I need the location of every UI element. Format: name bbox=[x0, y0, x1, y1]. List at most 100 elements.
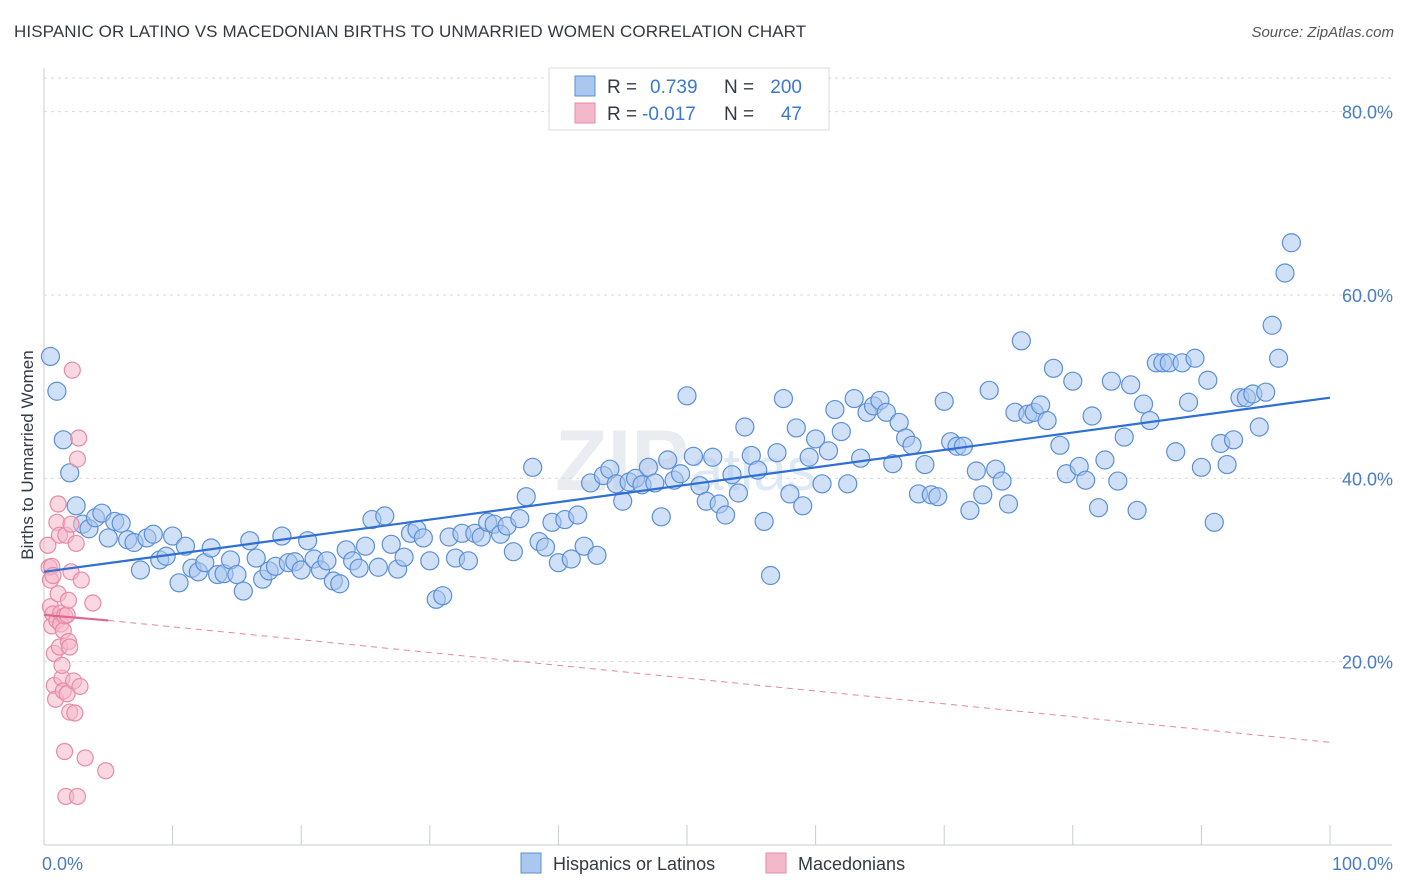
hispanics-point-121 bbox=[818, 441, 839, 461]
hispanics-point-178 bbox=[1185, 348, 1205, 368]
trend-line-hispanics bbox=[43, 396, 1331, 573]
hispanics-point-148 bbox=[992, 471, 1012, 491]
hispanics-point-177 bbox=[1178, 392, 1199, 412]
macedonians-point-33 bbox=[62, 515, 80, 533]
hispanics-point-82 bbox=[568, 505, 588, 525]
hispanics-point-165 bbox=[1101, 371, 1121, 391]
hispanics-point-74 bbox=[516, 487, 536, 507]
bottom-legend-label-pink: Macedonians bbox=[798, 854, 905, 874]
hispanics-point-139 bbox=[934, 391, 954, 411]
hispanics-point-155 bbox=[1037, 410, 1057, 431]
hispanics-point-161 bbox=[1076, 470, 1096, 490]
hispanics-point-112 bbox=[760, 565, 781, 586]
hispanics-point-85 bbox=[587, 545, 607, 565]
y-tick-label-60: 60.0% bbox=[1342, 286, 1393, 306]
hispanics-point-30 bbox=[233, 581, 253, 601]
hispanics-point-0 bbox=[40, 346, 61, 367]
trend-line-macedonians-extended bbox=[108, 619, 1331, 743]
hispanics-point-115 bbox=[780, 484, 800, 504]
hispanics-point-120 bbox=[812, 474, 832, 494]
macedonians-point-45 bbox=[84, 594, 102, 612]
hispanics-point-188 bbox=[1249, 417, 1269, 437]
hispanics-point-105 bbox=[715, 505, 736, 525]
axes bbox=[43, 68, 1392, 846]
y-ticks: 20.0% 40.0% 60.0% 80.0% bbox=[1342, 103, 1393, 673]
series-hispanics-points bbox=[40, 233, 1302, 609]
hispanics-point-99 bbox=[677, 386, 697, 406]
hispanics-point-123 bbox=[831, 421, 851, 442]
hispanics-point-180 bbox=[1198, 370, 1218, 390]
series-macedonians-points bbox=[39, 361, 115, 806]
hispanics-point-136 bbox=[915, 454, 935, 475]
hispanics-point-193 bbox=[1281, 233, 1302, 253]
legend-n-label-blue: N = bbox=[724, 77, 754, 98]
macedonians-point-37 bbox=[66, 704, 84, 722]
hispanics-point-4 bbox=[66, 496, 86, 516]
bottom-legend-label-blue: Hispanics or Latinos bbox=[553, 854, 715, 874]
hispanics-point-183 bbox=[1217, 454, 1237, 475]
hispanics-point-32 bbox=[246, 548, 266, 568]
hispanics-point-108 bbox=[735, 417, 755, 437]
hispanics-point-48 bbox=[349, 558, 369, 578]
hispanics-point-114 bbox=[773, 388, 794, 409]
hispanics-point-159 bbox=[1063, 371, 1083, 391]
hispanics-point-134 bbox=[902, 435, 922, 455]
hispanics-point-39 bbox=[291, 560, 311, 580]
macedonians-point-42 bbox=[71, 677, 89, 696]
hispanics-point-61 bbox=[433, 586, 453, 606]
x-tick-label-0: 0.0% bbox=[42, 854, 83, 874]
hispanics-point-130 bbox=[876, 402, 896, 422]
hispanics-point-43 bbox=[317, 551, 337, 571]
macedonians-point-0 bbox=[39, 536, 57, 554]
hispanics-point-170 bbox=[1133, 394, 1154, 414]
hispanics-point-21 bbox=[175, 536, 196, 556]
hispanics-point-14 bbox=[130, 560, 151, 580]
hispanics-point-146 bbox=[979, 380, 999, 400]
hispanics-point-175 bbox=[1166, 442, 1186, 462]
hispanics-point-167 bbox=[1114, 427, 1134, 447]
macedonians-point-46 bbox=[97, 762, 115, 780]
hispanics-point-156 bbox=[1043, 358, 1064, 378]
legend-box bbox=[548, 67, 830, 131]
hispanics-point-11 bbox=[111, 513, 131, 533]
legend-r-label-blue: R = bbox=[607, 77, 637, 98]
hispanics-point-51 bbox=[368, 557, 388, 577]
hispanics-point-126 bbox=[851, 448, 871, 468]
hispanics-point-179 bbox=[1191, 457, 1212, 477]
legend-n-value-blue: 200 bbox=[770, 77, 802, 98]
macedonians-point-41 bbox=[70, 429, 88, 447]
macedonians-point-43 bbox=[72, 571, 90, 589]
hispanics-point-49 bbox=[355, 536, 376, 556]
hispanics-point-162 bbox=[1082, 406, 1102, 426]
y-tick-label-20: 20.0% bbox=[1342, 653, 1393, 673]
hispanics-point-19 bbox=[163, 526, 183, 546]
hispanics-point-52 bbox=[375, 506, 395, 526]
hispanics-point-58 bbox=[413, 528, 433, 548]
hispanics-point-119 bbox=[805, 429, 826, 449]
hispanics-point-166 bbox=[1108, 471, 1128, 491]
macedonians-point-38 bbox=[67, 534, 85, 553]
hispanics-point-106 bbox=[722, 465, 742, 485]
bottom-legend-swatch-pink bbox=[765, 852, 787, 874]
legend-r-value-pink: -0.017 bbox=[642, 104, 696, 125]
hispanics-point-116 bbox=[786, 418, 806, 438]
hispanics-point-184 bbox=[1223, 430, 1244, 450]
hispanics-point-113 bbox=[767, 443, 787, 463]
hispanics-point-138 bbox=[928, 487, 948, 507]
hispanics-point-2 bbox=[53, 430, 73, 450]
hispanics-point-124 bbox=[838, 474, 858, 494]
hispanics-point-89 bbox=[613, 491, 633, 511]
trend-lines bbox=[43, 396, 1331, 743]
hispanics-point-1 bbox=[47, 381, 67, 401]
hispanics-point-164 bbox=[1095, 450, 1115, 470]
legend-n-value-pink: 47 bbox=[781, 104, 802, 125]
macedonians-point-40 bbox=[68, 787, 87, 806]
hispanics-point-98 bbox=[670, 464, 691, 484]
series-legend: Hispanics or Latinos Macedonians bbox=[520, 852, 905, 874]
hispanics-point-157 bbox=[1050, 435, 1070, 455]
hispanics-point-117 bbox=[793, 496, 813, 516]
legend-swatch-blue bbox=[574, 75, 596, 97]
hispanics-point-145 bbox=[973, 485, 993, 505]
macedonians-point-13 bbox=[49, 495, 67, 513]
